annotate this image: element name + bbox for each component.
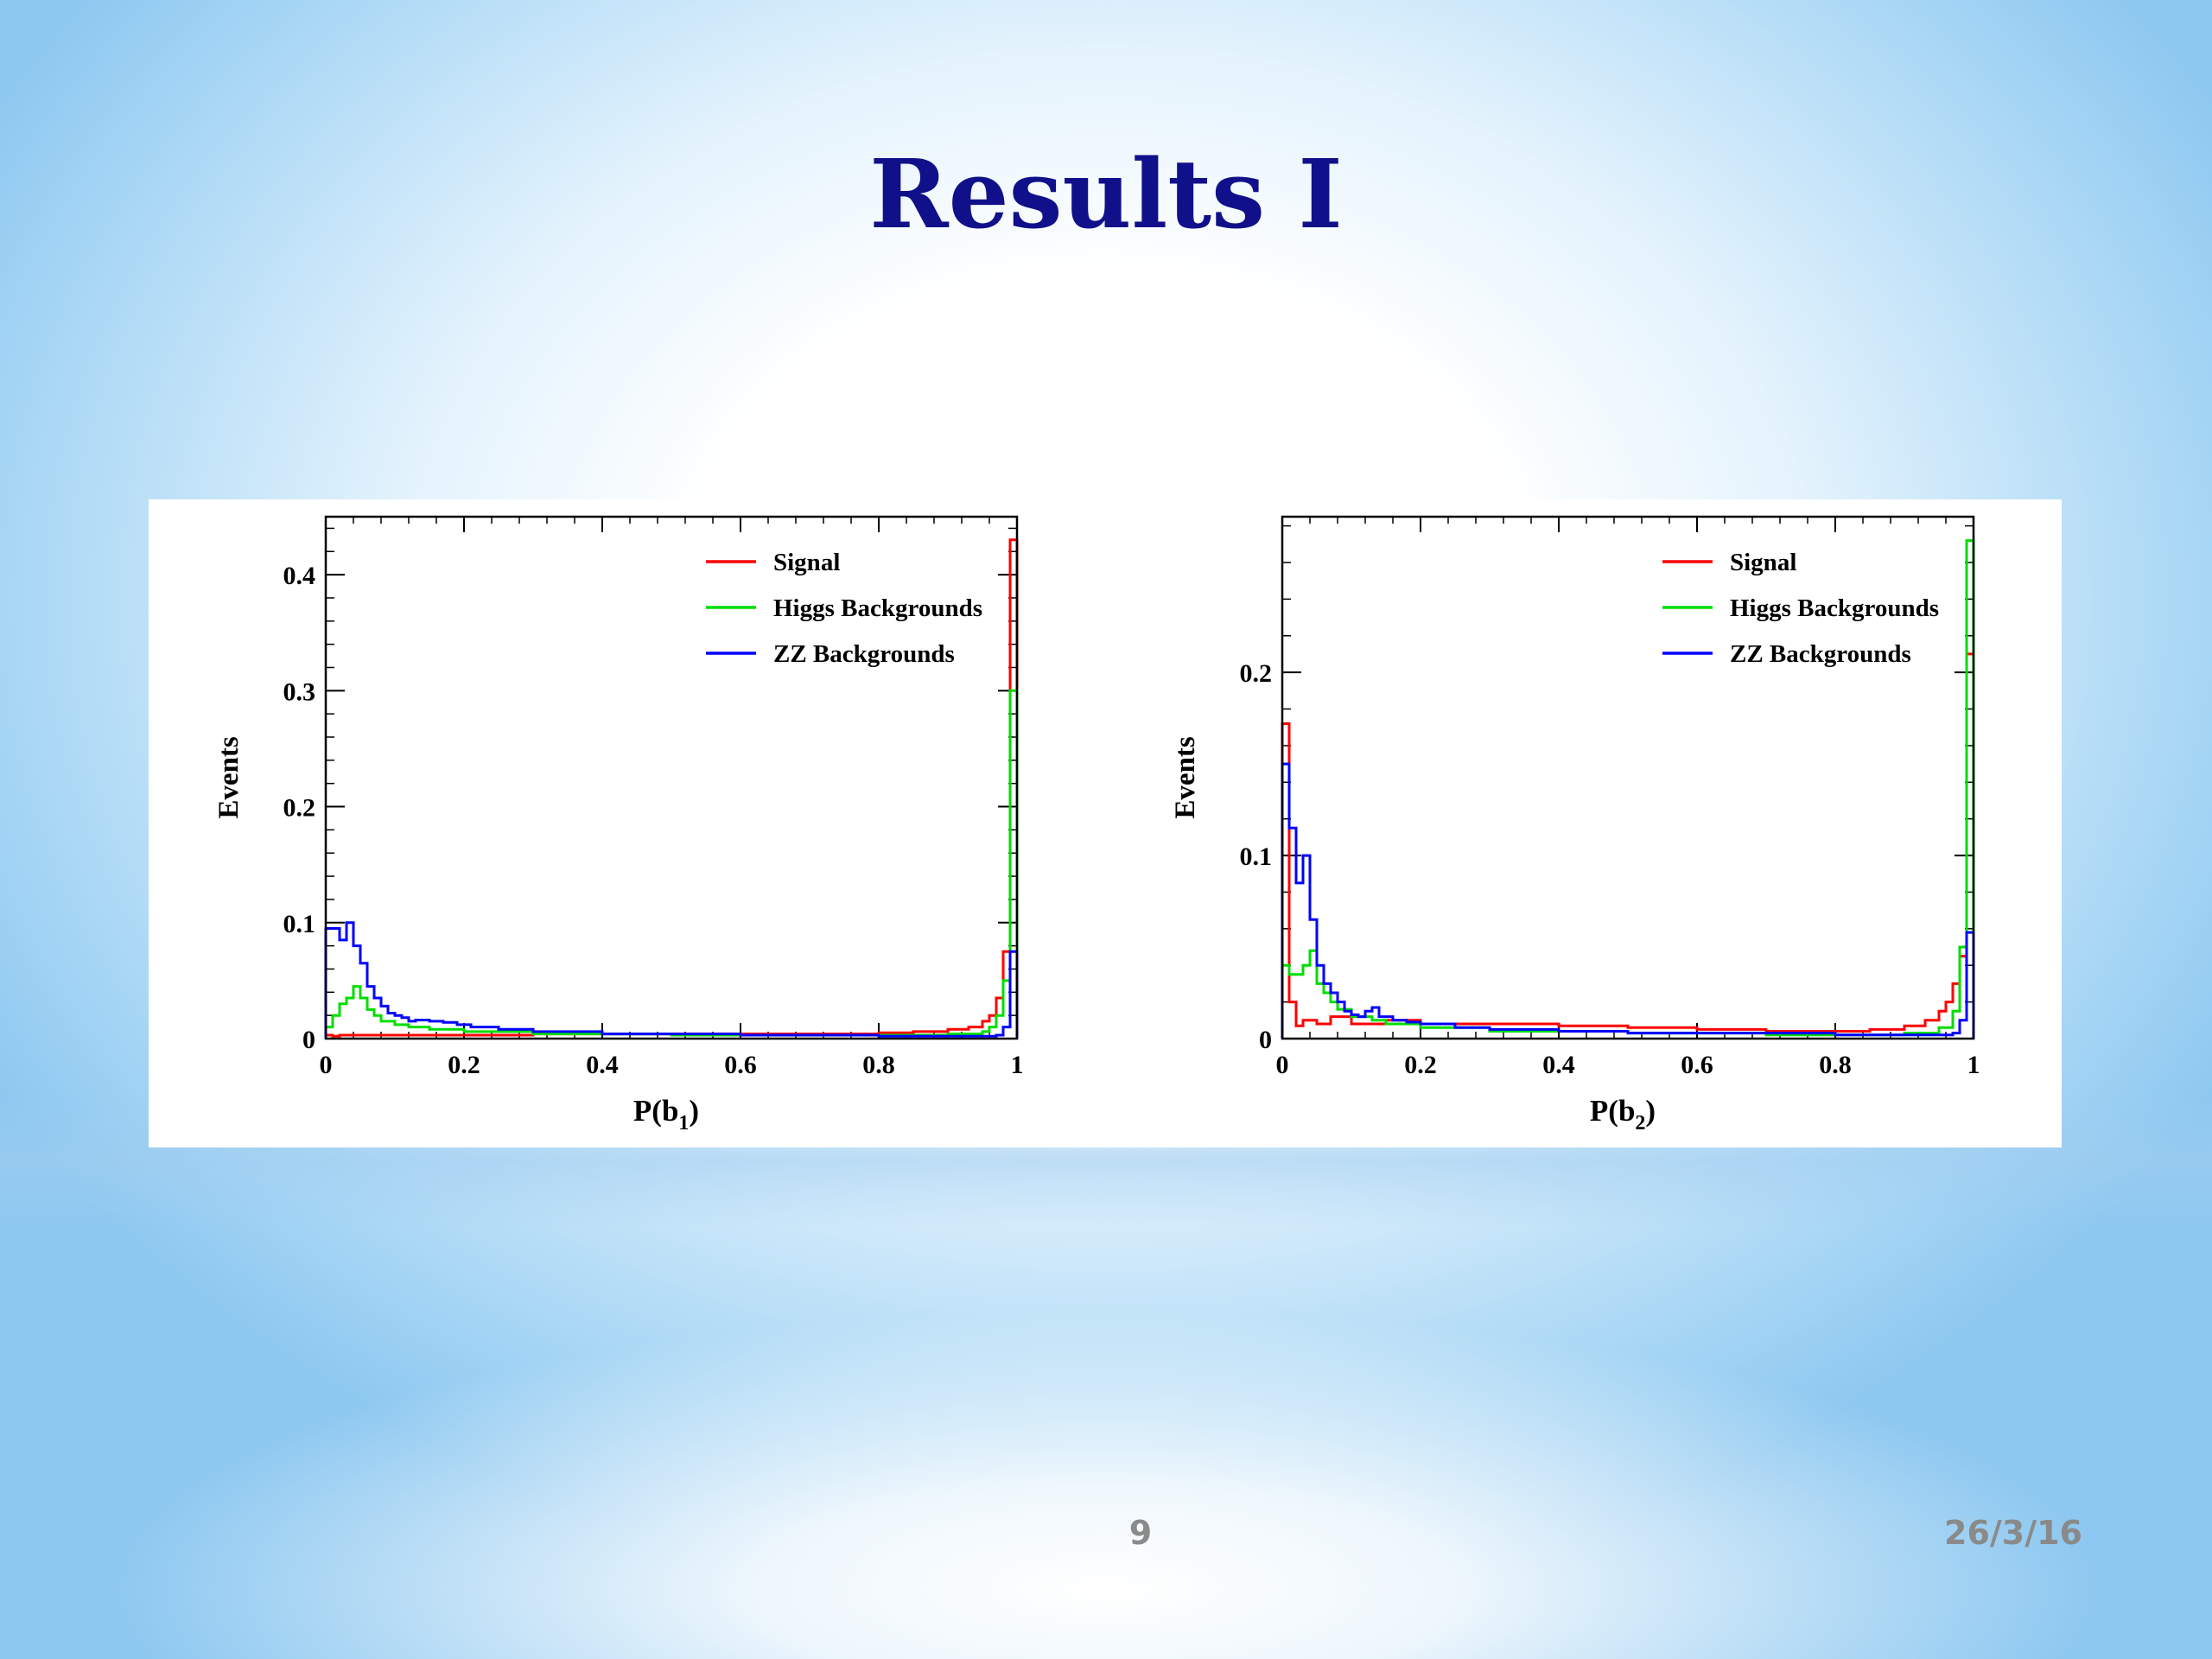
x-axis-label-subscript: 1	[678, 1112, 689, 1135]
y-tick-label: 0.3	[283, 677, 316, 706]
y-tick-label: 0.1	[283, 910, 316, 938]
legend-label: Higgs Backgrounds	[1730, 594, 1939, 622]
series-line-zz-backgrounds	[1281, 762, 1975, 1039]
legend-label: ZZ Backgrounds	[1730, 640, 1911, 668]
x-tick-label: 0.4	[1542, 1051, 1575, 1079]
series-line-higgs-backgrounds	[324, 689, 1019, 1039]
x-axis-label: P(b2)	[1590, 1094, 1656, 1135]
x-tick-label: 0.6	[724, 1051, 757, 1079]
x-tick-label: 0.8	[1819, 1051, 1852, 1079]
x-tick-label: 0.6	[1681, 1051, 1713, 1079]
x-axis-label-close: )	[689, 1094, 699, 1128]
x-tick-label: 0.4	[586, 1051, 619, 1079]
y-tick-label: 0	[1259, 1026, 1272, 1054]
x-tick-label: 0.2	[448, 1051, 480, 1079]
x-tick-label: 0	[320, 1051, 333, 1079]
y-tick-label: 0.4	[283, 562, 316, 590]
x-tick-label: 1	[1011, 1051, 1024, 1079]
x-axis-label-close: )	[1645, 1094, 1656, 1128]
legend-label: Signal	[1730, 549, 1796, 576]
y-axis-label: Events	[213, 736, 245, 819]
chart-right: 0 0.2 0.4 0.6 0.8 1 0 0.1 0.2 Signal Higgs Backgro…	[1105, 499, 2062, 1147]
y-axis-label: Events	[1170, 736, 1201, 819]
slide-date: 26/3/16	[1944, 1514, 2082, 1552]
chart-right-svg: 0 0.2 0.4 0.6 0.8 1 0 0.1 0.2 Signal Higgs Backgro…	[1170, 515, 1980, 1135]
x-axis-label-main: P(b	[1590, 1094, 1636, 1128]
slide-title: Results I	[869, 138, 1343, 250]
legend-label: ZZ Backgrounds	[773, 640, 955, 668]
legend-label: Higgs Backgrounds	[773, 594, 982, 622]
plot-frame	[324, 515, 1019, 1040]
y-tick-label: 0	[302, 1026, 315, 1054]
x-tick-label: 0	[1276, 1051, 1289, 1079]
page-number: 9	[1128, 1514, 1153, 1552]
x-axis-label: P(b1)	[633, 1094, 699, 1135]
x-tick-label: 1	[1967, 1051, 1980, 1079]
chart-left: 0 0.2 0.4 0.6 0.8 1 0 0.1 0.2 0.3 0.4 Signal Higgs B…	[149, 499, 1105, 1147]
series-line-signal	[1281, 652, 1975, 1039]
series-line-higgs-backgrounds	[1281, 539, 1975, 1039]
x-axis-label-subscript: 2	[1635, 1112, 1645, 1135]
chart-left-svg: 0 0.2 0.4 0.6 0.8 1 0 0.1 0.2 0.3 0.4 Signal Higgs B…	[213, 515, 1024, 1135]
y-tick-label: 0.1	[1240, 842, 1273, 871]
background-glow	[0, 1192, 2212, 1659]
series-line-signal	[324, 538, 1019, 1039]
figure-panel: 0 0.2 0.4 0.6 0.8 1 0 0.1 0.2 0.3 0.4 Signal Higgs B…	[149, 499, 2062, 1147]
x-tick-label: 0.2	[1404, 1051, 1437, 1079]
y-tick-label: 0.2	[283, 794, 316, 823]
series-line-zz-backgrounds	[324, 921, 1019, 1039]
x-axis-label-main: P(b	[633, 1094, 679, 1128]
legend-label: Signal	[773, 549, 840, 576]
x-tick-label: 0.8	[862, 1051, 895, 1079]
y-tick-label: 0.2	[1240, 659, 1273, 688]
plot-frame	[1281, 515, 1975, 1040]
